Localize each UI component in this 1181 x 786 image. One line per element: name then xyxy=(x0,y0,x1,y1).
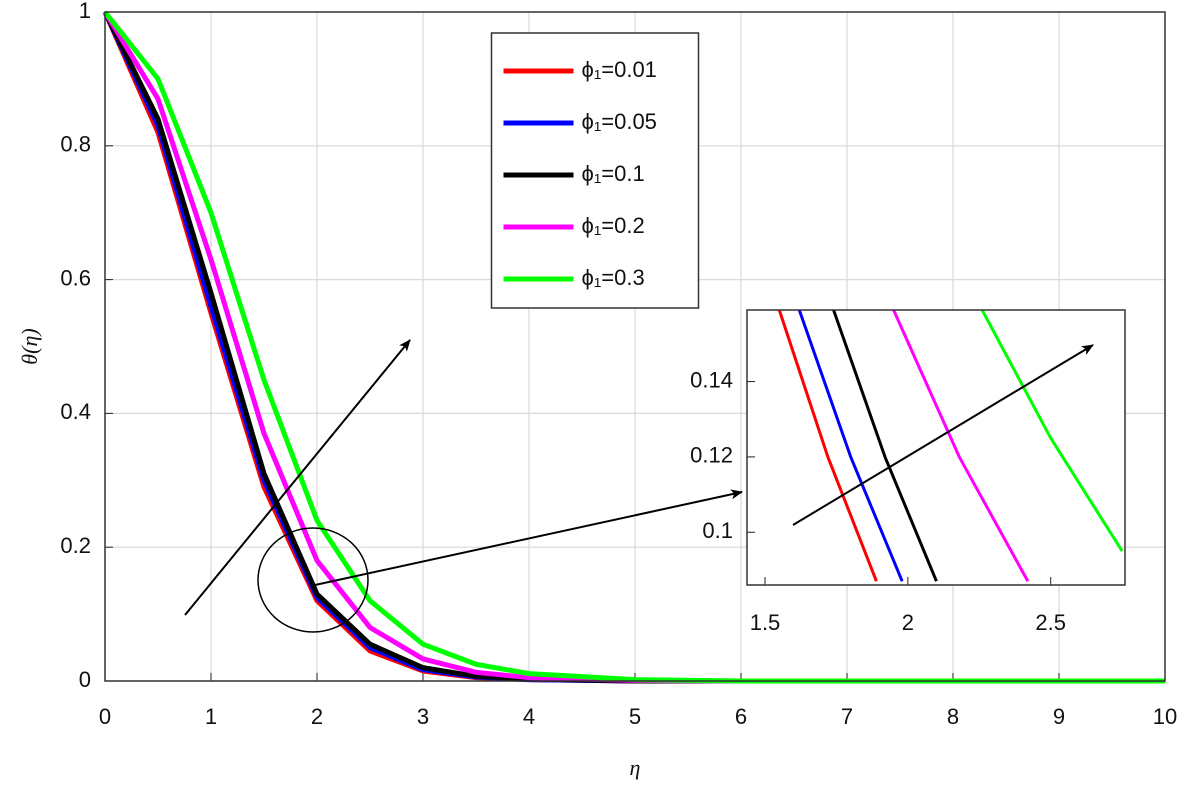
inset-plot: 1.5 2 2.5 0.1 0.12 0.14 xyxy=(690,309,1126,635)
x-tick-label: 2 xyxy=(311,704,323,729)
x-tick-label: 2 xyxy=(902,610,914,635)
x-tick-label: 1.5 xyxy=(750,610,781,635)
data-line xyxy=(980,309,1124,552)
arrow xyxy=(184,339,411,616)
y-axis-label: θ(η) xyxy=(17,328,42,364)
annotations xyxy=(184,339,743,633)
x-tick-label: 5 xyxy=(629,704,641,729)
legend-box xyxy=(490,32,700,309)
legend-label: ϕ₁=0.2 xyxy=(582,213,645,238)
x-tick-label: 6 xyxy=(735,704,747,729)
x-tick-label: 2.5 xyxy=(1035,610,1066,635)
y-tick-label: 0.8 xyxy=(60,132,91,157)
x-axis-label: η xyxy=(630,755,641,780)
x-tick-label: 0 xyxy=(99,704,111,729)
y-tick-label: 0.6 xyxy=(60,265,91,290)
y-tick-label: 0.12 xyxy=(690,443,733,468)
y-tick-label: 0.2 xyxy=(60,533,91,558)
y-tick-label: 0 xyxy=(79,667,91,692)
plot-area xyxy=(747,310,1125,585)
x-tick-label: 7 xyxy=(841,704,853,729)
legend-label: ϕ₁=0.1 xyxy=(582,161,645,186)
y-tick-label: 0.1 xyxy=(702,518,733,543)
zoom-circle xyxy=(257,527,369,633)
legend-label: ϕ₁=0.3 xyxy=(582,265,645,290)
data-line xyxy=(832,309,938,582)
arrow xyxy=(314,489,743,586)
y-tick-label: 0.14 xyxy=(690,367,733,392)
axes-frame xyxy=(104,11,1166,682)
x-tick-label: 1 xyxy=(205,704,217,729)
legend-label: ϕ₁=0.05 xyxy=(582,109,657,134)
legend-label: ϕ₁=0.01 xyxy=(582,57,657,82)
data-line xyxy=(777,309,878,582)
x-tick-label: 9 xyxy=(1053,704,1065,729)
x-tick-label: 10 xyxy=(1153,704,1177,729)
x-tick-label: 3 xyxy=(417,704,429,729)
arrow xyxy=(792,344,1094,526)
data-line xyxy=(892,309,1030,582)
y-tick-label: 1 xyxy=(79,0,91,23)
y-tick-label: 0.4 xyxy=(60,399,91,424)
axes-frame xyxy=(746,309,1126,586)
x-tick-label: 8 xyxy=(947,704,959,729)
data-line xyxy=(797,309,904,582)
x-tick-label: 4 xyxy=(523,704,535,729)
